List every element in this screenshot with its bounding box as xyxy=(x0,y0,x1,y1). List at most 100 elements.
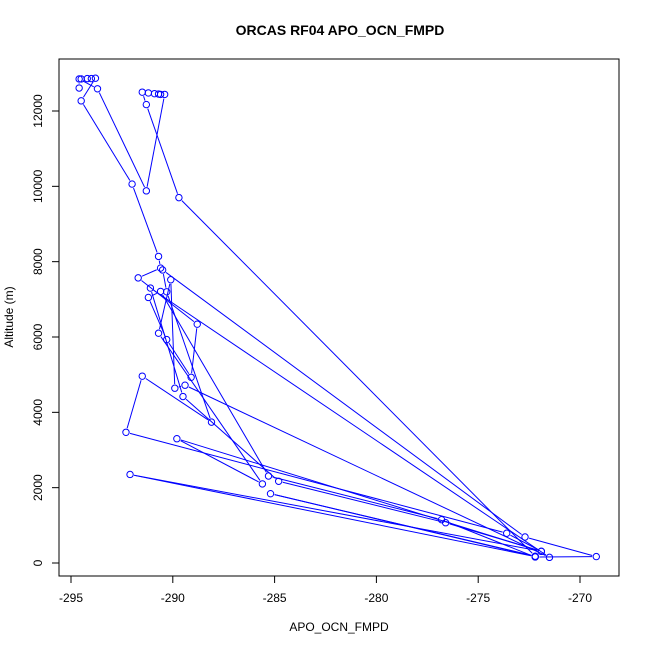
series-segment xyxy=(449,523,538,551)
data-point xyxy=(171,384,179,392)
data-point xyxy=(167,276,175,284)
series-segment xyxy=(170,283,176,385)
data-point xyxy=(537,547,546,556)
series-segment xyxy=(147,108,178,194)
data-point xyxy=(75,84,83,92)
series-segment xyxy=(188,386,546,557)
series-segment xyxy=(141,269,157,277)
data-point xyxy=(545,553,554,562)
data-point xyxy=(75,75,83,83)
data-point xyxy=(138,372,146,380)
series-segment xyxy=(141,280,195,322)
series-segment xyxy=(98,92,145,188)
x-axis: -295 -290 -285 -280 -275 -270 xyxy=(59,575,592,605)
data-point xyxy=(274,477,283,485)
data-point xyxy=(128,180,136,188)
x-tick-label: -275 xyxy=(466,591,490,605)
data-point xyxy=(162,288,171,296)
data-point xyxy=(162,335,171,344)
series-points xyxy=(75,74,600,562)
series-segment xyxy=(82,80,94,88)
series-segment xyxy=(162,294,267,473)
x-tick-label: -280 xyxy=(364,591,388,605)
data-point xyxy=(142,100,151,109)
y-tick-label: 0 xyxy=(31,559,45,566)
data-point xyxy=(77,97,85,105)
series-segment xyxy=(162,273,167,288)
x-tick-label: -285 xyxy=(263,591,287,605)
data-point xyxy=(258,480,267,488)
plot-frame xyxy=(58,58,620,577)
data-point xyxy=(531,552,539,560)
series-segment xyxy=(134,474,532,557)
x-tick-label: -290 xyxy=(161,591,185,605)
data-point xyxy=(91,74,100,82)
y-tick-label: 8000 xyxy=(31,248,45,275)
series-segment xyxy=(528,537,593,556)
x-axis-label: APO_OCN_FMPD xyxy=(289,620,389,634)
data-point xyxy=(264,472,273,480)
data-point xyxy=(154,252,163,261)
series-line xyxy=(78,80,593,558)
series-segment xyxy=(158,283,171,330)
y-tick-label: 4000 xyxy=(31,399,45,426)
data-point xyxy=(154,329,163,337)
data-point xyxy=(142,187,151,195)
data-point xyxy=(144,293,153,302)
series-segment xyxy=(272,476,438,520)
data-point xyxy=(156,287,165,296)
series-segment xyxy=(168,342,190,375)
data-point xyxy=(441,518,450,527)
data-point xyxy=(521,533,529,541)
series-segment xyxy=(82,81,94,98)
series-segment xyxy=(158,260,161,265)
series-segment xyxy=(133,187,158,253)
series-segment xyxy=(180,440,259,483)
y-tick-label: 10000 xyxy=(31,169,45,203)
data-point xyxy=(173,435,181,443)
data-point xyxy=(175,193,183,202)
data-point xyxy=(158,266,167,274)
series-segment xyxy=(180,439,538,551)
series-segment xyxy=(129,432,503,533)
y-tick-label: 12000 xyxy=(31,94,45,128)
data-point xyxy=(146,284,155,292)
data-point xyxy=(193,320,201,328)
series-segment xyxy=(151,291,183,393)
series-segment xyxy=(143,96,146,101)
data-point xyxy=(179,392,187,401)
data-point xyxy=(93,85,102,93)
series-segment xyxy=(510,534,538,550)
series-segment xyxy=(274,494,532,556)
data-point xyxy=(156,90,165,99)
series-segment xyxy=(185,398,276,479)
data-point xyxy=(592,552,600,561)
data-point xyxy=(126,470,134,479)
chart-title: ORCAS RF04 APO_OCN_FMPD xyxy=(236,22,445,38)
series-segment xyxy=(282,481,442,523)
series-segment xyxy=(165,272,522,535)
series-segment xyxy=(82,104,131,181)
data-point xyxy=(138,88,146,96)
series-segment xyxy=(160,336,261,481)
series-segment xyxy=(145,378,209,421)
series-segment xyxy=(153,289,547,556)
x-tick-label: -295 xyxy=(59,591,83,605)
data-point xyxy=(207,418,216,426)
y-tick-label: 6000 xyxy=(31,323,45,350)
data-point xyxy=(181,381,189,389)
data-point xyxy=(503,529,511,537)
series-segment xyxy=(181,200,533,554)
data-point xyxy=(160,90,169,99)
y-axis: 0 2000 4000 6000 8000 10000 12000 xyxy=(31,94,60,566)
data-point xyxy=(156,264,165,272)
series-segment xyxy=(134,474,538,552)
data-point xyxy=(144,89,153,97)
series-segment xyxy=(126,380,142,429)
data-point xyxy=(83,74,91,83)
y-tick-label: 2000 xyxy=(31,474,45,501)
data-point xyxy=(266,489,275,498)
data-point xyxy=(122,428,130,436)
y-axis-label: Altitude (m) xyxy=(2,286,16,347)
